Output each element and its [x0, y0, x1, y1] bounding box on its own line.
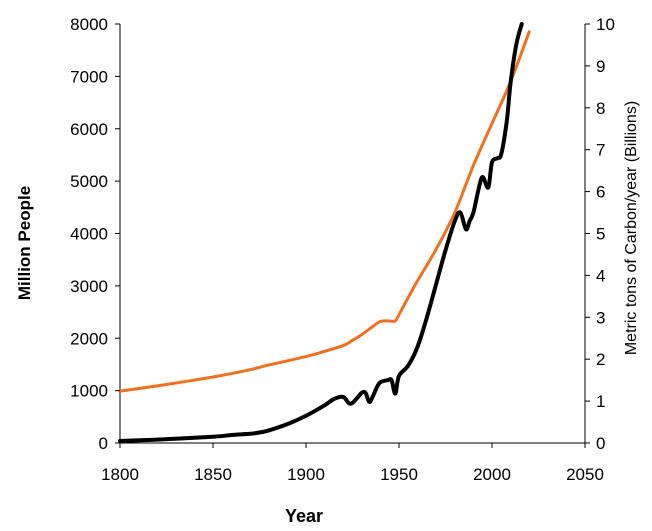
y-tick-label: 5000	[70, 172, 108, 191]
x-tick-label: 1900	[287, 465, 325, 484]
y2-tick-label: 7	[596, 141, 605, 160]
y-tick-label: 3000	[70, 277, 108, 296]
y2-tick-label: 0	[596, 434, 605, 453]
y-tick-label: 4000	[70, 225, 108, 244]
y2-tick-label: 8	[596, 99, 605, 118]
x-axis-ticks: 1800 1850 1900 1950 2000 2050	[101, 443, 604, 484]
y2-axis-ticks: 0 1 2 3 4 5 6 7 8 9 10	[585, 15, 615, 453]
y-tick-label: 8000	[70, 15, 108, 34]
x-tick-label: 2000	[473, 465, 511, 484]
y2-tick-label: 4	[596, 266, 605, 285]
x-tick-label: 1950	[380, 465, 418, 484]
y-axis-title: Million People	[15, 186, 34, 300]
y2-tick-label: 9	[596, 57, 605, 76]
y-axis-ticks: 0 1000 2000 3000 4000 5000 6000 7000 8000	[70, 15, 120, 453]
y2-tick-label: 3	[596, 308, 605, 327]
y-tick-label: 0	[99, 434, 108, 453]
x-tick-label: 1850	[194, 465, 232, 484]
series-layer	[118, 22, 531, 443]
y2-tick-label: 6	[596, 183, 605, 202]
y-tick-label: 2000	[70, 329, 108, 348]
y2-tick-label: 1	[596, 392, 605, 411]
x-tick-label: 1800	[101, 465, 139, 484]
y2-axis-title: Metric tons of Carbon/year (Billions)	[623, 101, 640, 355]
y2-tick-label: 5	[596, 225, 605, 244]
y2-tick-label: 2	[596, 350, 605, 369]
x-tick-label: 2050	[566, 465, 604, 484]
carbon-emissions-line	[118, 22, 524, 443]
y-tick-label: 1000	[70, 382, 108, 401]
y2-tick-label: 10	[596, 15, 615, 34]
population-line	[118, 30, 531, 393]
y-tick-label: 6000	[70, 120, 108, 139]
x-axis-title: Year	[285, 506, 323, 526]
y-tick-label: 7000	[70, 67, 108, 86]
